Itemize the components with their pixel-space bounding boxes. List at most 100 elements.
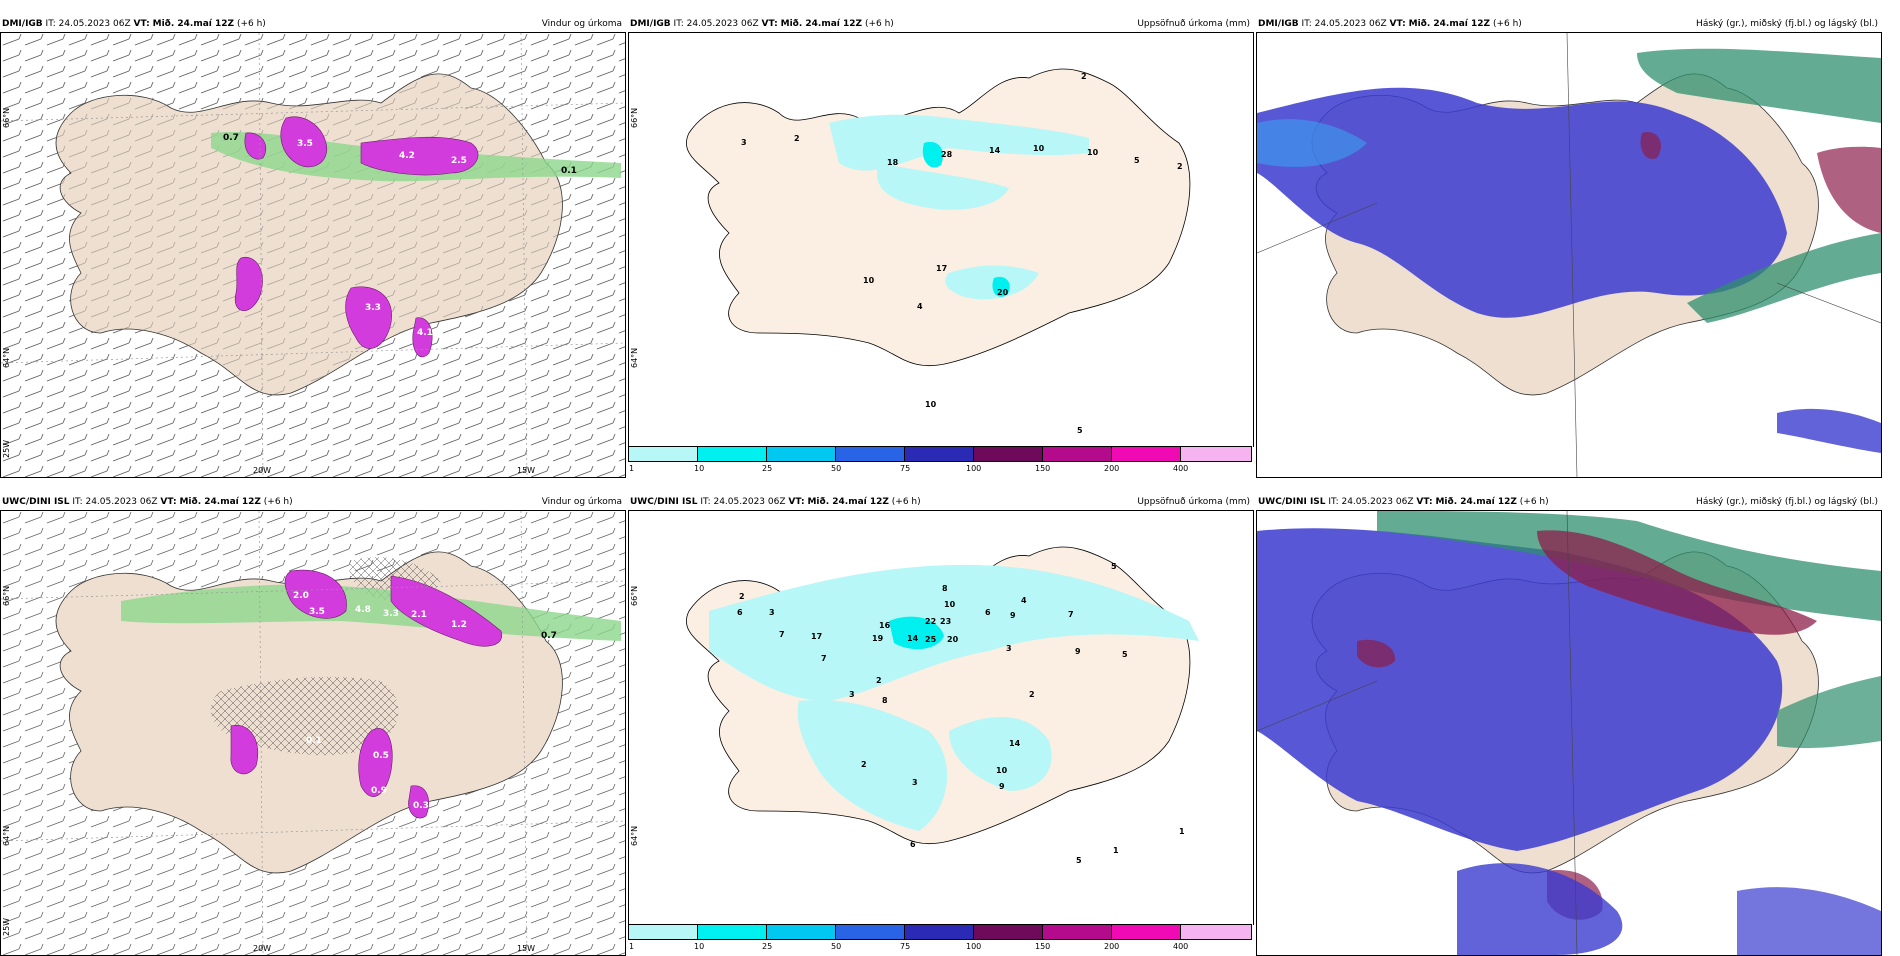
value-label: 5 xyxy=(1077,426,1083,435)
cb-tick: 150 xyxy=(1035,464,1051,473)
vt-time: Mið. 24.maí 12Z xyxy=(1435,497,1517,507)
precip-magenta-5 xyxy=(408,785,430,819)
it-time: 24.05.2023 06Z xyxy=(85,497,158,507)
value-label: 8 xyxy=(882,696,888,705)
it-label: IT: xyxy=(1301,19,1312,29)
value-label: 23 xyxy=(940,617,951,626)
vt-label: VT: xyxy=(133,19,150,29)
value-label: 1 xyxy=(1113,846,1119,855)
precip-area xyxy=(877,163,1009,210)
cb-swatch xyxy=(1111,924,1181,940)
value-label: 3.3 xyxy=(383,609,399,619)
panel-title: Uppsöfnuð úrkoma (mm) xyxy=(1137,497,1250,507)
cloud-dark xyxy=(1357,639,1396,668)
value-label: 0.7 xyxy=(541,631,557,641)
value-label: 2.5 xyxy=(451,156,467,166)
colorbar: 1 10 25 50 75 100 150 200 400 xyxy=(628,924,1252,954)
cb-swatch xyxy=(766,446,836,462)
vt-time: Mið. 24.maí 12Z xyxy=(1408,19,1491,29)
value-label: 7 xyxy=(821,654,827,663)
map-frame[interactable] xyxy=(1256,32,1882,478)
map-frame[interactable] xyxy=(1256,510,1882,956)
precip-area xyxy=(797,700,948,831)
value-label: 5 xyxy=(1111,562,1117,571)
value-label: 14 xyxy=(907,634,919,643)
cb-swatch xyxy=(1042,924,1112,940)
lat-line xyxy=(1257,680,1378,732)
cb-tick: 100 xyxy=(966,942,982,951)
lon-line-15w xyxy=(520,511,528,955)
value-label: 3.3 xyxy=(365,303,381,313)
map-frame[interactable]: 66°N 64°N 2 3 2 18 28 14 10 10 5 2 10 17… xyxy=(628,32,1254,447)
cloud-high xyxy=(1777,676,1881,749)
map-svg: 66°N 64°N 2 3 2 18 28 14 10 10 5 2 10 17… xyxy=(630,68,1191,435)
wind-barbs-over-land xyxy=(1,33,625,477)
value-label: 4.2 xyxy=(399,151,415,161)
model-name: UWC/DINI ISL xyxy=(630,497,698,507)
precip-magenta-3 xyxy=(345,286,392,349)
cb-swatch xyxy=(1180,446,1252,462)
cb-tick: 75 xyxy=(900,942,911,951)
value-label: 0.5 xyxy=(373,751,389,761)
cloud-dark xyxy=(1537,530,1817,635)
cb-tick: 200 xyxy=(1104,464,1120,473)
map-svg: 66°N 64°N 20W 15W 25W 2.0 3.5 4.8 3.3 2.… xyxy=(1,511,625,955)
map-frame[interactable]: 66°N 64°N 20W 15W 25W 0.7 3.5 4.2 2.5 3.… xyxy=(0,32,626,478)
cb-swatch xyxy=(1111,446,1181,462)
value-label: 28 xyxy=(941,150,953,159)
precip-magenta-5 xyxy=(412,317,433,358)
model-name: DMI/IGB xyxy=(2,19,43,29)
panel-header-left: DMI/IGB IT: 24.05.2023 06Z VT: Mið. 24.m… xyxy=(1258,16,1522,32)
value-label: 2 xyxy=(794,134,800,143)
cloud-low xyxy=(1737,887,1881,955)
value-label: 1.2 xyxy=(451,620,467,630)
panel-header-left: DMI/IGB IT: 24.05.2023 06Z VT: Mið. 24.m… xyxy=(630,16,894,32)
vt-label: VT: xyxy=(788,497,805,507)
cb-tick: 25 xyxy=(762,942,773,951)
value-label: 3 xyxy=(769,608,775,617)
lon-label-15w: 15W xyxy=(517,944,535,953)
panel-header: UWC/DINI ISL IT: 24.05.2023 06Z VT: Mið.… xyxy=(628,494,1254,510)
lat-line-66 xyxy=(1,580,625,600)
map-frame[interactable]: 66°N 64°N 20W 15W 25W 2.0 3.5 4.8 3.3 2.… xyxy=(0,510,626,956)
value-label: 0.7 xyxy=(223,133,239,143)
lat-label-66: 66°N xyxy=(630,586,639,606)
value-label: 18 xyxy=(887,158,899,167)
value-label: 8 xyxy=(942,584,948,593)
precip-area xyxy=(949,717,1052,791)
panel-precip-accum-uwc: UWC/DINI ISL IT: 24.05.2023 06Z VT: Mið.… xyxy=(628,494,1254,954)
vt-label: VT: xyxy=(761,19,778,29)
value-label: 16 xyxy=(879,621,891,630)
lat-label-64: 64°N xyxy=(2,826,11,846)
cb-tick: 200 xyxy=(1104,942,1120,951)
map-svg: 66°N 64°N 20W 15W 25W 0.7 3.5 4.2 2.5 3.… xyxy=(1,33,625,477)
lon-line-20w xyxy=(258,511,264,955)
value-label: 0.9 xyxy=(371,786,387,796)
lon-label-25w: 25W xyxy=(2,918,11,936)
value-label: 9 xyxy=(1010,611,1016,620)
value-label: 3.5 xyxy=(297,139,313,149)
map-svg xyxy=(1257,33,1881,477)
panel-header: DMI/IGB IT: 24.05.2023 06Z VT: Mið. 24.m… xyxy=(1256,16,1882,32)
hatch-area xyxy=(210,676,399,756)
lat-label-64: 64°N xyxy=(630,348,639,368)
vt-label: VT: xyxy=(1416,497,1433,507)
colorbar: 1 10 25 50 75 100 150 200 400 xyxy=(628,446,1252,476)
lat-label-64: 64°N xyxy=(2,348,11,368)
iceland-land xyxy=(686,68,1191,367)
value-label: 9 xyxy=(999,782,1005,791)
cb-swatch xyxy=(835,924,905,940)
cb-swatch xyxy=(697,924,767,940)
model-name: UWC/DINI ISL xyxy=(1258,497,1326,507)
precip-area-dark xyxy=(992,276,1010,297)
precip-magenta-4 xyxy=(230,724,259,775)
value-label: 2.1 xyxy=(411,610,427,620)
cb-swatch xyxy=(697,446,767,462)
map-frame[interactable]: 66°N 64°N 2 3 6 7 17 16 19 14 25 22 23 2… xyxy=(628,510,1254,925)
panel-title: Vindur og úrkoma xyxy=(541,19,622,29)
vt-label: VT: xyxy=(1389,19,1406,29)
value-label: 4 xyxy=(1021,596,1027,605)
map-svg xyxy=(1257,511,1881,955)
value-label: 2 xyxy=(1177,162,1183,171)
value-label: 10 xyxy=(1033,144,1045,153)
